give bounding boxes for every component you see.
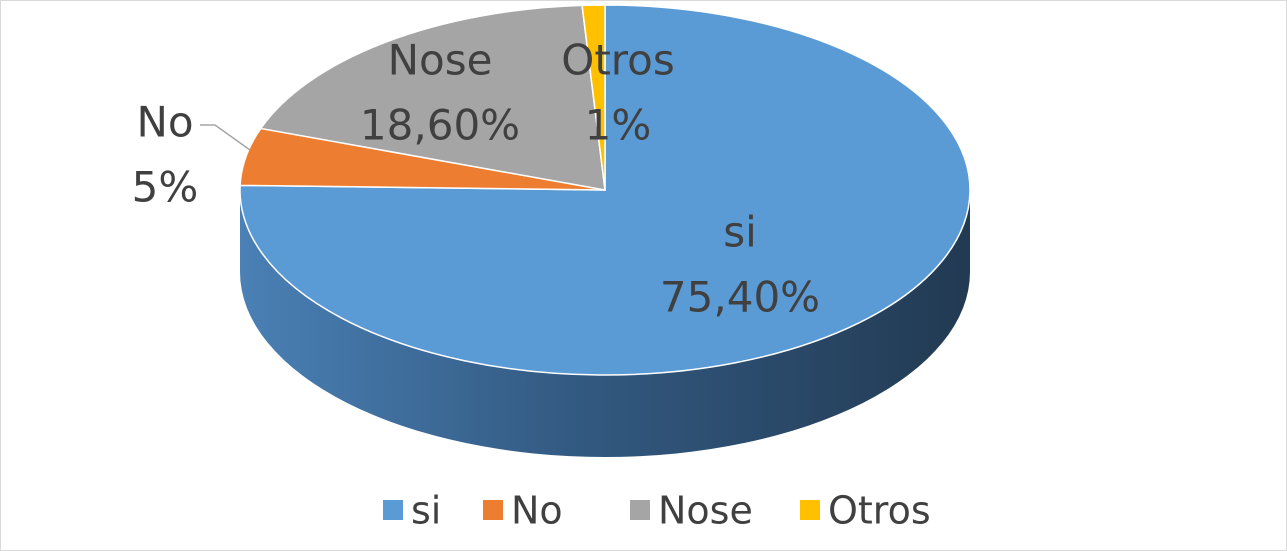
legend-swatch bbox=[800, 500, 820, 520]
data-label-name: No bbox=[136, 98, 193, 147]
data-label-value: 75,40% bbox=[660, 273, 820, 322]
legend-label: Nose bbox=[658, 489, 753, 533]
leader-line bbox=[200, 124, 251, 151]
data-label-name: Nose bbox=[388, 36, 493, 85]
legend-swatch bbox=[383, 500, 403, 520]
legend-swatch bbox=[630, 500, 650, 520]
legend-swatch bbox=[483, 500, 503, 520]
data-label-value: 1% bbox=[585, 101, 652, 150]
data-label-name: Otros bbox=[561, 36, 674, 85]
data-label-name: si bbox=[723, 208, 757, 257]
slice bbox=[259, 4, 606, 191]
legend-label: Otros bbox=[828, 489, 931, 533]
data-label-value: 5% bbox=[132, 163, 199, 212]
data-label-value: 18,60% bbox=[360, 101, 520, 150]
slice bbox=[581, 4, 606, 191]
legend-label: No bbox=[511, 489, 563, 533]
slice-side bbox=[240, 190, 970, 457]
legend-label: si bbox=[411, 489, 441, 533]
